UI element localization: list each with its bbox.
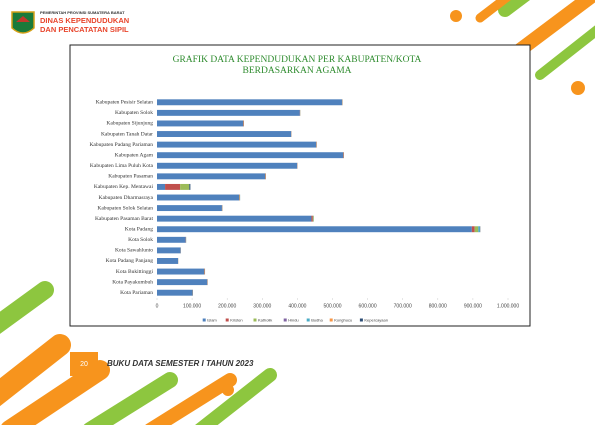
bar-segment (157, 141, 317, 148)
bar-segment (157, 247, 181, 254)
bar-segment (157, 194, 240, 201)
bar-segment (157, 173, 266, 180)
y-tick-label: Kabupaten Tanah Datar (101, 131, 153, 137)
x-tick-label: 0 (156, 303, 159, 309)
page-number: 20 (80, 361, 88, 368)
bar-segment (312, 215, 314, 222)
bar-segment (239, 194, 240, 201)
y-tick-label: Kota Padang (125, 227, 154, 233)
legend-label: Katholik (258, 317, 272, 322)
bar-segment (157, 236, 186, 243)
bar-segment (204, 268, 205, 275)
y-tick-label: Kota Solok (128, 237, 153, 243)
bar-segment (478, 226, 481, 233)
legend-swatch (253, 318, 257, 322)
y-tick-label: Kabupaten Solok Selatan (97, 205, 153, 211)
bar-segment (157, 279, 208, 286)
chart-title: GRAFIK DATA KEPENDUDUKAN PER KABUPATEN/K… (173, 55, 422, 65)
bar-segment (157, 289, 193, 296)
plot: 0 100.000 200.000 300.000 400.000 500.000 600.… (89, 99, 519, 322)
x-tick-label: 400.000 (288, 303, 306, 309)
chart-title: BERDASARKAN AGAMA (243, 66, 352, 76)
bar-segment (157, 131, 292, 137)
bar-segment (157, 109, 300, 116)
bar-segment (157, 183, 166, 190)
bar-segment (242, 120, 244, 127)
page-badge (70, 352, 98, 376)
bar-segment (474, 226, 479, 233)
x-tick-label: 800.000 (429, 303, 447, 309)
bar-segment (157, 205, 222, 212)
y-tick-label: Kabupaten Kep. Mentawai (94, 184, 154, 190)
footer-title: BUKU DATA SEMESTER I TAHUN 2023 (107, 359, 254, 368)
agency-line: DINAS KEPENDUDUKAN (40, 16, 129, 25)
x-tick-label: 300.000 (253, 303, 271, 309)
bar-segment (157, 120, 243, 127)
x-tick-label: 1.000.000 (497, 303, 519, 309)
bar-segment (343, 152, 344, 159)
bar-segment (157, 162, 298, 169)
legend-swatch (283, 318, 287, 322)
bar-segment (192, 289, 193, 296)
bar-segment (157, 215, 312, 222)
bar-segment (157, 152, 344, 159)
legend-label: Islam (207, 317, 217, 322)
y-tick-label: Kota Sawahlunto (115, 248, 153, 254)
y-tick-label: Kabupaten Sijunjung (106, 121, 153, 127)
bar-segment (157, 99, 342, 106)
legend-swatch (306, 318, 310, 322)
legend-label: Budha (311, 317, 323, 322)
y-tick-label: Kabupaten Agam (115, 152, 154, 158)
bar-segment (311, 215, 313, 222)
bar-segment (180, 183, 190, 190)
logo (11, 11, 35, 34)
x-tick-label: 700.000 (394, 303, 412, 309)
y-tick-label: Kabupaten Lima Puluh Kota (90, 163, 154, 169)
legend-swatch (329, 318, 333, 322)
x-tick-label: 500.000 (323, 303, 341, 309)
chart-frame (69, 44, 531, 327)
y-tick-label: Kota Payakumbuh (112, 279, 153, 285)
legend-label: Hindu (288, 317, 298, 322)
bar-segment (265, 173, 266, 180)
x-tick-label: 200.000 (218, 303, 236, 309)
y-tick-label: Kabupaten Dharmasraya (98, 195, 153, 201)
bar-segment (157, 258, 179, 264)
x-tick-label: 600.000 (359, 303, 377, 309)
y-tick-label: Kabupaten Pasaman (108, 174, 153, 180)
bar-segment (189, 183, 191, 190)
y-tick-label: Kabupaten Solok (115, 110, 153, 116)
y-tick-label: Kabupaten Pesisir Selatan (96, 100, 154, 106)
y-tick-label: Kota Bukittinggi (116, 269, 154, 275)
bar-segment (157, 268, 205, 275)
legend-label: Kristen (230, 317, 242, 322)
legend-swatch (225, 318, 229, 322)
legend-swatch (359, 318, 363, 322)
legend-label: Konghucu (334, 317, 352, 322)
legend-label: Kepercayaan (364, 317, 388, 322)
y-tick-label: Kota Pariaman (120, 290, 153, 296)
bar-segment (471, 226, 475, 233)
x-tick-label: 100.000 (183, 303, 201, 309)
x-tick-label: 900.000 (464, 303, 482, 309)
bar-segment (157, 226, 472, 233)
agency-line: DAN PENCATATAN SIPIL (40, 25, 129, 34)
y-tick-label: Kota Padang Panjang (106, 258, 154, 264)
legend-swatch (202, 318, 206, 322)
y-tick-label: Kabupaten Padang Pariaman (89, 142, 153, 148)
bar-segment (165, 183, 181, 190)
agency: PEMERINTAH PROVINSI SUMATERA BARAT (40, 10, 125, 15)
y-tick-label: Kabupaten Pasaman Barat (95, 216, 154, 222)
